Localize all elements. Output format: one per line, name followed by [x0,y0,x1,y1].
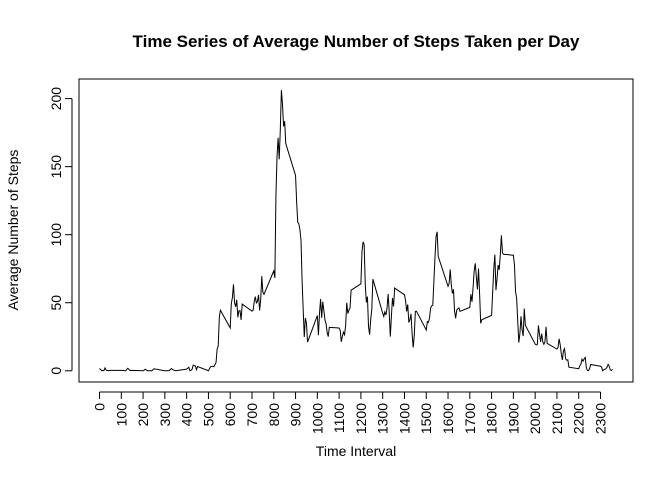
y-tick-label: 0 [48,367,64,375]
x-tick-label: 1900 [505,403,521,434]
x-tick-label: 1700 [462,403,478,434]
y-tick-label: 100 [48,223,64,247]
x-tick-label: 300 [157,403,173,427]
x-tick-label: 400 [179,403,195,427]
x-tick-label: 1200 [353,403,369,434]
x-tick-label: 800 [266,403,282,427]
chart-title: Time Series of Average Number of Steps T… [133,32,580,51]
y-tick-label: 200 [48,87,64,111]
y-axis-label: Average Number of Steps [5,150,21,311]
x-tick-label: 1500 [418,403,434,434]
data-line [99,90,613,372]
x-tick-label: 0 [92,403,108,411]
x-tick-label: 1100 [331,403,347,433]
x-tick-label: 900 [288,403,304,427]
x-tick-label: 1600 [440,403,456,434]
x-tick-label: 700 [244,403,260,427]
x-tick-label: 1000 [309,403,325,434]
x-tick-label: 2100 [549,403,565,434]
x-tick-label: 1800 [484,403,500,434]
x-tick-label: 600 [222,403,238,427]
x-tick-label: 2200 [571,403,587,434]
plot-frame [78,78,634,383]
x-axis-label: Time Interval [316,443,396,459]
x-tick-label: 100 [113,403,129,427]
x-tick-label: 500 [200,403,216,427]
x-tick-label: 1400 [396,403,412,434]
x-tick-label: 200 [135,403,151,427]
x-tick-label: 2300 [593,403,609,434]
y-tick-label: 50 [48,295,64,311]
x-tick-label: 1300 [375,403,391,434]
y-tick-label: 150 [48,155,64,179]
x-tick-label: 2000 [527,403,543,434]
